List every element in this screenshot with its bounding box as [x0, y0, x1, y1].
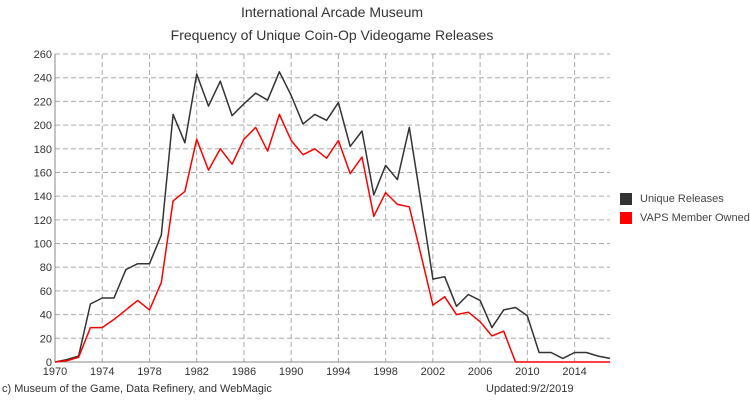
x-tick-label: 1970	[43, 366, 67, 378]
y-tick-label: 60	[40, 286, 52, 298]
legend-swatch-unique	[620, 192, 632, 205]
x-tick-label: 1990	[279, 366, 303, 378]
y-tick-label: 260	[34, 49, 52, 61]
y-tick-label: 240	[34, 73, 52, 85]
x-tick-label: 2010	[515, 366, 539, 378]
legend-item-unique-releases[interactable]: Unique Releases	[620, 189, 750, 208]
footer-credit: c) Museum of the Game, Data Refinery, an…	[2, 383, 272, 395]
chart-subtitle: Frequency of Unique Coin-Op Videogame Re…	[171, 27, 494, 43]
x-tick-label: 1982	[184, 366, 208, 378]
y-tick-label: 0	[46, 357, 52, 369]
x-tick-label: 1994	[326, 366, 350, 378]
y-tick-label: 80	[40, 262, 52, 274]
legend-label-vaps: VAPS Member Owned	[640, 211, 750, 224]
y-tick-label: 100	[34, 239, 52, 251]
y-tick-label: 40	[40, 310, 52, 322]
axes: 0 20 40 60 80 100 120 140 160 180 200 220 240 260 1970…	[34, 49, 610, 378]
x-tick-label: 2002	[421, 366, 445, 378]
y-tick-label: 120	[34, 215, 52, 227]
y-tick-label: 160	[34, 167, 52, 179]
series-lines	[54, 71, 611, 363]
grid	[55, 53, 610, 362]
x-tick-label: 1974	[90, 366, 114, 378]
x-tick-label: 1986	[232, 366, 256, 378]
y-tick-label: 200	[34, 120, 52, 132]
y-tick-label: 180	[34, 144, 52, 156]
x-tick-label: 2014	[562, 366, 586, 378]
legend-item-vaps-member-owned[interactable]: VAPS Member Owned	[620, 208, 750, 227]
legend-swatch-vaps	[620, 211, 632, 224]
series-line-unique-releases	[54, 71, 611, 363]
legend: Unique Releases VAPS Member Owned	[620, 189, 750, 227]
chart-title: International Arcade Museum	[241, 4, 423, 20]
x-tick-label: 1998	[373, 366, 397, 378]
footer-updated: Updated:9/2/2019	[486, 383, 574, 395]
y-tick-label: 220	[34, 96, 52, 108]
x-tick-label: 1978	[137, 366, 161, 378]
x-tick-label: 2006	[468, 366, 492, 378]
y-tick-label: 20	[40, 333, 52, 345]
y-tick-label: 140	[34, 191, 52, 203]
series-line-vaps-member-owned	[54, 113, 610, 363]
legend-label-unique: Unique Releases	[640, 192, 724, 205]
